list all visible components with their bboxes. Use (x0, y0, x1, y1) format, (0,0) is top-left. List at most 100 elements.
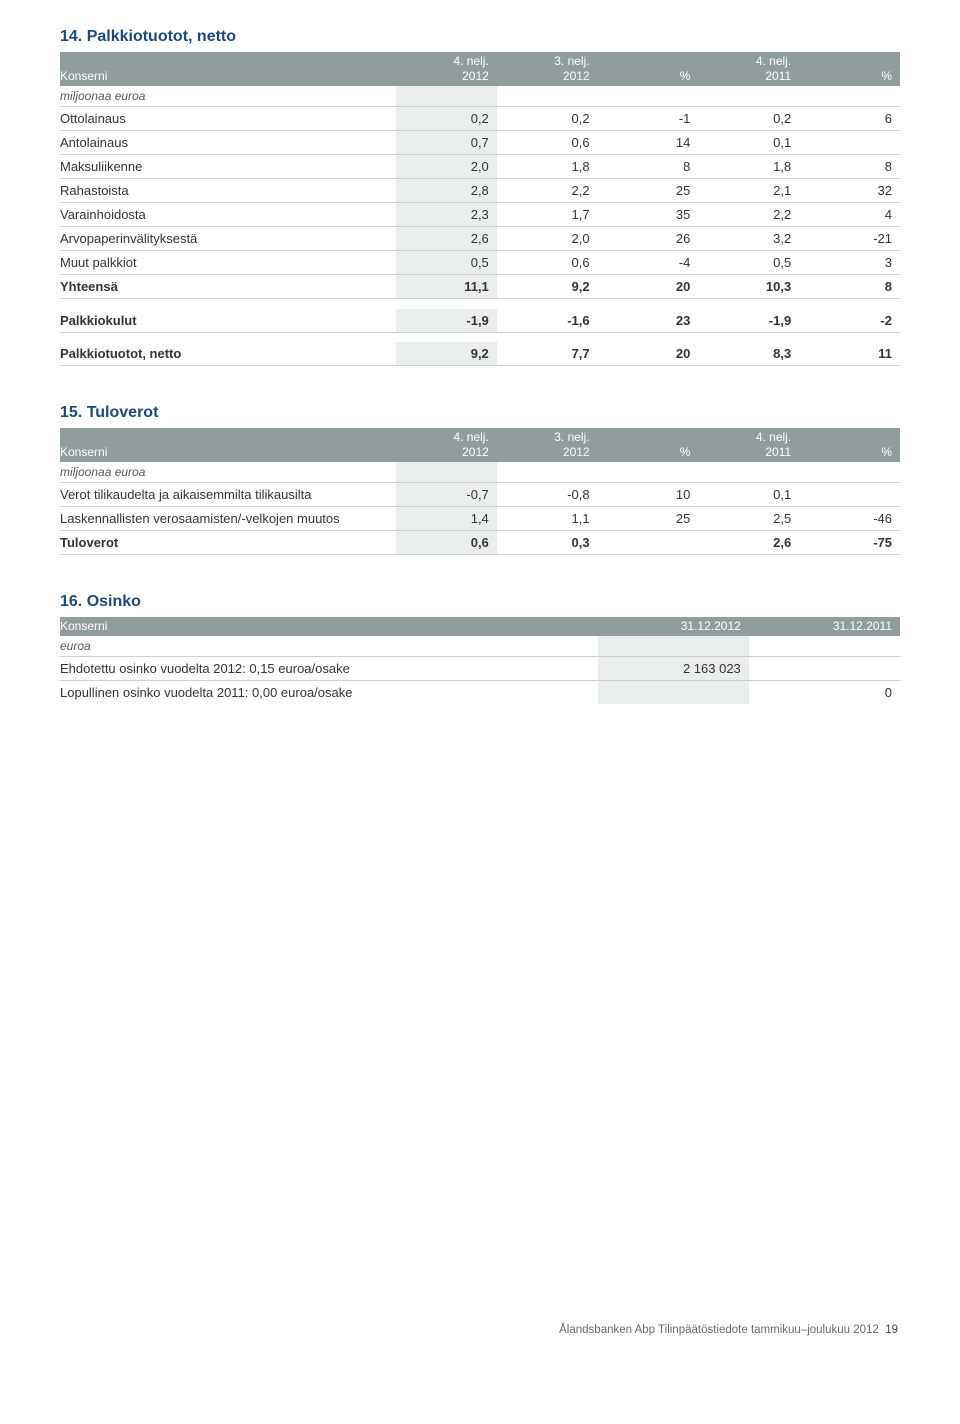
gap-row (60, 299, 900, 309)
row-label: Yhteensä (60, 275, 396, 299)
row-label: Laskennallisten verosaamisten/-velkojen … (60, 507, 396, 531)
row-label: Ottolainaus (60, 107, 396, 131)
row-value: 6 (799, 107, 900, 131)
section-15-title: 15. Tuloverot (60, 404, 900, 422)
row-label: Maksuliikenne (60, 155, 396, 179)
subheading-text: miljoonaa euroa (60, 462, 396, 483)
row-value: -2 (799, 309, 900, 333)
row-value (598, 531, 699, 555)
row-value (598, 681, 749, 705)
row-value: -1,9 (396, 309, 497, 333)
row-label: Palkkiotuotot, netto (60, 342, 396, 366)
row-value: 10,3 (698, 275, 799, 299)
page-footer: Ålandsbanken Abp Tilinpäätöstiedote tamm… (60, 1324, 900, 1336)
row-value: 0,3 (497, 531, 598, 555)
table-row: Muut palkkiot0,50,6-40,53 (60, 251, 900, 275)
col-date-2012: 31.12.2012 (681, 619, 741, 633)
table-row: Ottolainaus0,20,2-10,26 (60, 107, 900, 131)
table-row: Ehdotettu osinko vuodelta 2012: 0,15 eur… (60, 657, 900, 681)
row-value: 0,7 (396, 131, 497, 155)
row-value: 2,2 (497, 179, 598, 203)
row-value: 25 (598, 179, 699, 203)
row-value: 2,0 (396, 155, 497, 179)
row-value: -75 (799, 531, 900, 555)
row-value: -46 (799, 507, 900, 531)
table-row: Antolainaus0,70,6140,1 (60, 131, 900, 155)
row-value: 3,2 (698, 227, 799, 251)
table-14: Konserni 4. nelj.2012 3. nelj.2012 % 4. … (60, 52, 900, 366)
col-date-2011: 31.12.2011 (833, 619, 892, 633)
row-value: 23 (598, 309, 699, 333)
table-subheading: euroa (60, 636, 900, 657)
footer-text: Ålandsbanken Abp Tilinpäätöstiedote tamm… (559, 1324, 879, 1336)
table-row: Verot tilikaudelta ja aikaisemmilta tili… (60, 483, 900, 507)
table-row: Palkkiokulut-1,9-1,623-1,9-2 (60, 309, 900, 333)
row-value: 0,6 (497, 251, 598, 275)
gap-row (60, 332, 900, 342)
row-value: -0,8 (497, 483, 598, 507)
row-value: 26 (598, 227, 699, 251)
row-value: 8 (799, 275, 900, 299)
table-subheading: miljoonaa euroa (60, 86, 900, 107)
col-pct-2: % (881, 69, 892, 83)
row-value: 0,2 (698, 107, 799, 131)
row-value: 11 (799, 342, 900, 366)
table-subheading: miljoonaa euroa (60, 462, 900, 483)
table-16-header: Konserni 31.12.2012 31.12.2011 (60, 617, 900, 636)
row-value: 2,6 (698, 531, 799, 555)
row-value: 0,1 (698, 483, 799, 507)
row-value (799, 131, 900, 155)
row-value: 0 (749, 681, 900, 705)
row-value: 1,7 (497, 203, 598, 227)
col-konserni-16: Konserni (60, 619, 107, 633)
row-value: -1,6 (497, 309, 598, 333)
row-label: Rahastoista (60, 179, 396, 203)
row-value: 11,1 (396, 275, 497, 299)
row-value: 2,5 (698, 507, 799, 531)
row-value: 20 (598, 275, 699, 299)
row-value: 9,2 (396, 342, 497, 366)
row-value: -21 (799, 227, 900, 251)
row-value: -1,9 (698, 309, 799, 333)
row-label: Ehdotettu osinko vuodelta 2012: 0,15 eur… (60, 657, 598, 681)
row-value: 10 (598, 483, 699, 507)
table-row: Rahastoista2,82,2252,132 (60, 179, 900, 203)
table-15-header: Konserni 4. nelj.2012 3. nelj.2012 % 4. … (60, 428, 900, 462)
footer-page: 19 (885, 1324, 898, 1336)
row-label: Arvopaperinvälityksestä (60, 227, 396, 251)
col-q4-2011-b: 2011 (702, 69, 791, 84)
row-label: Antolainaus (60, 131, 396, 155)
row-value: 9,2 (497, 275, 598, 299)
table-row: Laskennallisten verosaamisten/-velkojen … (60, 507, 900, 531)
row-value: 1,8 (698, 155, 799, 179)
row-value: 2,3 (396, 203, 497, 227)
row-value: 8,3 (698, 342, 799, 366)
row-value: 8 (799, 155, 900, 179)
row-value: -0,7 (396, 483, 497, 507)
row-value: 1,8 (497, 155, 598, 179)
row-value: 2 163 023 (598, 657, 749, 681)
row-value: 0,1 (698, 131, 799, 155)
row-value: 1,1 (497, 507, 598, 531)
col-q4-2012-b: 2012 (400, 69, 489, 84)
row-label: Varainhoidosta (60, 203, 396, 227)
row-value: 8 (598, 155, 699, 179)
table-row: Maksuliikenne2,01,881,88 (60, 155, 900, 179)
row-value: 32 (799, 179, 900, 203)
row-value: -1 (598, 107, 699, 131)
row-value: 0,6 (497, 131, 598, 155)
table-row: Palkkiotuotot, netto9,27,7208,311 (60, 342, 900, 366)
row-value (799, 483, 900, 507)
row-value: 7,7 (497, 342, 598, 366)
row-value: -4 (598, 251, 699, 275)
col-q3-2012-b: 2012 (501, 69, 590, 84)
subheading-text: miljoonaa euroa (60, 86, 396, 107)
row-value: 2,1 (698, 179, 799, 203)
table-row: Yhteensä11,19,22010,38 (60, 275, 900, 299)
section-16-title: 16. Osinko (60, 593, 900, 611)
row-value: 2,8 (396, 179, 497, 203)
row-label: Lopullinen osinko vuodelta 2011: 0,00 eu… (60, 681, 598, 705)
table-15: Konserni 4. nelj.2012 3. nelj.2012 % 4. … (60, 428, 900, 555)
col-pct-1: % (680, 69, 691, 83)
table-row: Tuloverot0,60,32,6-75 (60, 531, 900, 555)
